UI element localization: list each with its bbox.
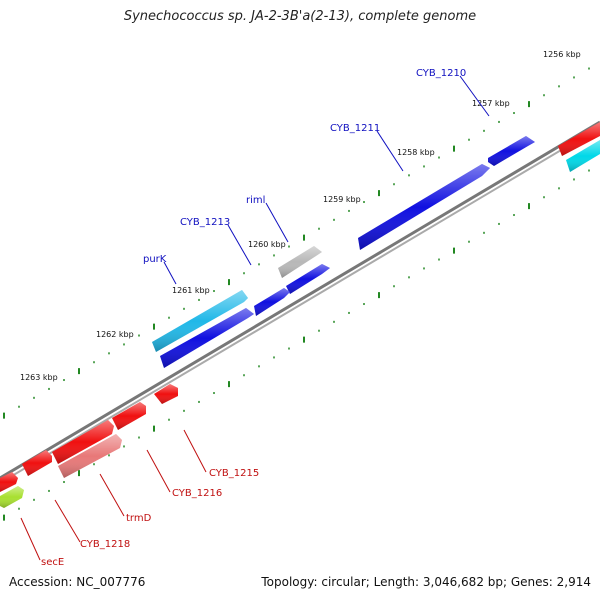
gene-shade — [154, 384, 178, 404]
ruler-labels: 1256 kbp 1257 kbp 1258 kbp 1259 kbp 1260… — [20, 50, 581, 382]
gene-shade — [22, 450, 52, 476]
accession-label: Accession: NC_007776 — [9, 575, 146, 589]
gene-label-cyb-1215[interactable]: CYB_1215 — [209, 468, 259, 479]
genome-stats-label: Topology: circular; Length: 3,046,682 bp… — [261, 575, 591, 589]
gene-label-riml[interactable]: riml — [246, 195, 265, 206]
ruler-label: 1260 kbp — [248, 240, 286, 249]
gene-shade — [0, 472, 18, 492]
gene-label-sece[interactable]: secE — [41, 557, 64, 568]
gene-label-cyb-1216[interactable]: CYB_1216 — [172, 488, 222, 499]
reverse-gene-labels: CYB_1215 CYB_1216 trmD CYB_1218 secE — [20, 429, 259, 568]
ruler-label: 1258 kbp — [397, 148, 435, 157]
gene-shade — [160, 308, 254, 368]
gene-shade — [566, 140, 600, 172]
ruler-label: 1263 kbp — [20, 373, 58, 382]
gene-shade — [112, 402, 146, 430]
ruler-label: 1256 kbp — [543, 50, 581, 59]
gene-label-cyb-1213[interactable]: CYB_1213 — [180, 217, 230, 228]
gene-shade — [152, 290, 248, 352]
map-title: Synechococcus sp. JA-2-3B'a(2-13), compl… — [123, 9, 477, 24]
ruler-label: 1261 kbp — [172, 286, 210, 295]
gene-label-cyb-1211[interactable]: CYB_1211 — [330, 123, 380, 134]
gene-shade — [278, 246, 322, 278]
forward-strand-genes — [152, 122, 600, 368]
gene-shade — [58, 434, 122, 478]
gene-shade — [358, 164, 490, 250]
gene-shade — [254, 288, 290, 316]
gene-label-purk[interactable]: purK — [143, 254, 167, 265]
genome-backbone — [0, 120, 600, 484]
gene-label-cyb-1210[interactable]: CYB_1210 — [416, 68, 466, 79]
gene-shade — [0, 486, 24, 508]
gene-shade — [52, 420, 114, 464]
gene-label-trmd[interactable]: trmD — [126, 513, 152, 524]
gene-shade — [558, 122, 600, 156]
ruler-label: 1259 kbp — [323, 195, 361, 204]
ruler-label: 1262 kbp — [96, 330, 134, 339]
gene-shade — [286, 264, 330, 294]
gene-shade — [488, 136, 535, 166]
ruler-label: 1257 kbp — [472, 99, 510, 108]
forward-gene-labels: CYB_1210 CYB_1211 riml CYB_1213 purK — [143, 68, 490, 285]
reverse-strand-genes — [0, 384, 178, 508]
tick-tracks — [3, 67, 590, 521]
gene-label-cyb-1218[interactable]: CYB_1218 — [80, 539, 130, 550]
